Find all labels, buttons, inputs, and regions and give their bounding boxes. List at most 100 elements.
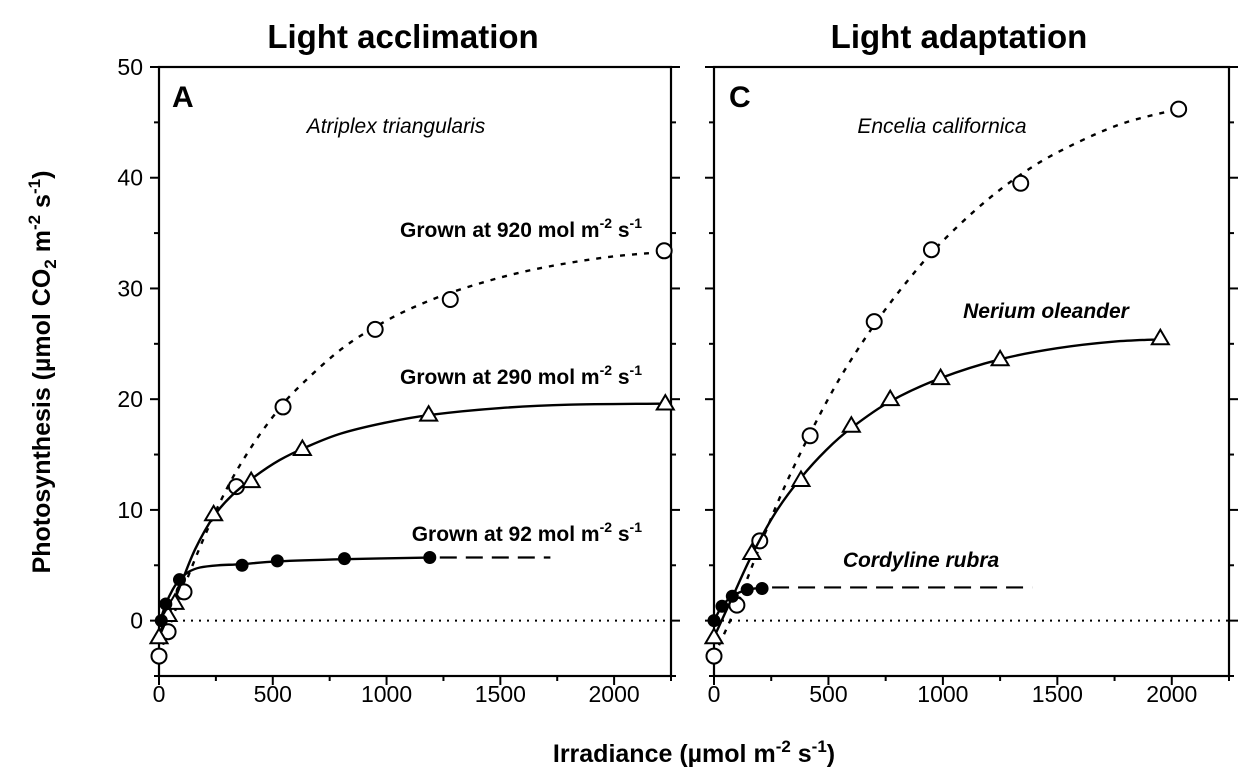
series-label-920-main: Grown at 920 mol m xyxy=(400,219,600,242)
y-axis-title-sup2: -1 xyxy=(25,179,44,194)
series-a-1-point-open-triangle xyxy=(655,393,676,411)
panel-c-frame xyxy=(712,65,1231,678)
x-tick-label: 500 xyxy=(809,681,847,707)
series-a-2-point-filled-circle xyxy=(154,614,168,628)
series-a-2-curve xyxy=(157,556,430,625)
y-tick-label: 50 xyxy=(117,54,143,80)
panel-c-plot-area xyxy=(703,100,1229,665)
x-tick-label: 1000 xyxy=(917,681,968,707)
series-c-1-point-open-triangle xyxy=(930,367,951,386)
x-tick-label: 2000 xyxy=(589,681,640,707)
y-tick-label: 0 xyxy=(130,608,143,634)
series-c-1-point-open-triangle xyxy=(790,469,812,487)
series-a-1-curve xyxy=(157,402,667,638)
series-label-920-mid: s xyxy=(612,219,630,242)
series-label-92: Grown at 92 mol m-2 s-1 xyxy=(412,519,643,546)
series-a-2-point-filled-circle xyxy=(423,551,437,565)
series-label-92-sup2: -1 xyxy=(630,519,643,535)
series-c-0-point-open-circle xyxy=(801,427,819,445)
series-a-0-point-open-circle xyxy=(366,320,384,338)
panel-c-axes: 0 500 1000 1500 2000 xyxy=(705,66,1238,707)
panel-a-title: Light acclimation xyxy=(267,18,538,55)
y-tick-label: 10 xyxy=(117,497,143,523)
series-c-1-point-open-triangle xyxy=(1150,327,1171,346)
series-a-2-point-filled-circle xyxy=(159,597,173,611)
series-a-1-point-open-triangle xyxy=(148,626,170,645)
series-label-92-mid: s xyxy=(612,523,630,546)
species-label-cordyline: Cordyline rubra xyxy=(843,549,1000,572)
series-a-1-point-open-triangle xyxy=(418,404,439,422)
panel-a-frame xyxy=(157,65,673,678)
panel-c-letter: C xyxy=(729,81,751,114)
series-label-290-sup1: -2 xyxy=(600,362,613,378)
series-c-1-point-open-triangle xyxy=(989,348,1011,367)
x-tick-label: 2000 xyxy=(1146,681,1197,707)
x-axis-title-sup2: -1 xyxy=(812,737,827,756)
y-axis-title-mid: m xyxy=(28,230,56,259)
x-axis-title-main: Irradiance (µmol m xyxy=(553,740,776,768)
y-tick-label: 20 xyxy=(117,386,143,412)
species-label-nerium: Nerium oleander xyxy=(963,300,1131,323)
series-c-1-point-open-triangle xyxy=(741,542,763,561)
series-a-0-curve xyxy=(157,250,665,657)
series-label-290: Grown at 290 mol m-2 s-1 xyxy=(400,362,642,389)
series-a-1-point-open-triangle xyxy=(292,438,313,456)
y-tick-label: 40 xyxy=(117,165,143,191)
series-c-2-point-filled-circle xyxy=(707,614,721,628)
x-tick-label: 1500 xyxy=(475,681,526,707)
series-label-290-sup2: -1 xyxy=(630,362,643,378)
series-a-2-point-filled-circle xyxy=(337,552,351,566)
series-a-0-point-open-circle xyxy=(655,242,673,260)
y-axis-title-sub: 2 xyxy=(41,259,60,268)
series-c-1-point-open-triangle xyxy=(841,415,862,433)
series-label-920-sup2: -1 xyxy=(630,215,643,231)
series-label-920-sup1: -2 xyxy=(600,215,613,231)
y-axis-title-main: Photosynthesis (µmol CO xyxy=(28,269,56,574)
series-a-0-point-open-circle xyxy=(441,291,459,309)
series-c-0-point-open-circle xyxy=(1170,100,1188,118)
series-c-0-point-open-circle xyxy=(922,241,940,259)
y-axis-title: Photosynthesis (µmol CO2 m-2 s-1) xyxy=(25,171,60,574)
series-c-2-point-filled-circle xyxy=(755,582,769,596)
series-c-2-point-filled-circle xyxy=(740,583,754,597)
panel-a-letter: A xyxy=(172,81,194,114)
series-c-2-point-filled-circle xyxy=(715,599,729,613)
x-axis-title: Irradiance (µmol m-2 s-1) xyxy=(553,737,835,768)
series-a-0-point-open-circle xyxy=(274,398,292,416)
series-c-0-point-open-circle xyxy=(705,647,723,665)
x-axis-title-end: ) xyxy=(827,740,835,768)
series-label-92-main: Grown at 92 mol m xyxy=(412,523,600,546)
panel-a-species-label: Atriplex triangularis xyxy=(305,115,486,138)
series-c-2-point-filled-circle xyxy=(725,589,739,603)
y-axis-title-mid2: s xyxy=(28,194,56,215)
x-axis-title-sup1: -2 xyxy=(776,737,791,756)
panel-c-title: Light adaptation xyxy=(831,18,1088,55)
series-c-1-point-open-triangle xyxy=(703,626,725,645)
series-a-1-point-open-triangle xyxy=(203,503,224,522)
x-axis-title-mid: s xyxy=(791,740,812,768)
series-label-290-main: Grown at 290 mol m xyxy=(400,366,600,389)
series-a-1-point-open-triangle xyxy=(240,470,262,489)
x-tick-label: 1000 xyxy=(361,681,412,707)
x-tick-label: 0 xyxy=(153,681,166,707)
x-tick-label: 1500 xyxy=(1032,681,1083,707)
series-c-0-point-open-circle xyxy=(865,313,883,331)
species-label-encelia: Encelia californica xyxy=(857,115,1026,138)
x-tick-label: 0 xyxy=(708,681,721,707)
y-axis-title-sup1: -2 xyxy=(25,215,44,230)
series-c-1-point-open-triangle xyxy=(879,388,901,407)
x-tick-label: 500 xyxy=(254,681,292,707)
panel-a-plot-area xyxy=(148,242,676,665)
y-tick-label: 30 xyxy=(117,275,143,301)
series-c-0-point-open-circle xyxy=(1012,174,1030,192)
series-label-290-mid: s xyxy=(612,366,630,389)
y-axis-title-end: ) xyxy=(28,171,56,179)
series-a-2-point-filled-circle xyxy=(270,554,284,568)
series-a-0-point-open-circle xyxy=(150,647,168,665)
series-a-2-point-filled-circle xyxy=(235,558,249,572)
series-a-2-point-filled-circle xyxy=(172,573,186,587)
series-label-920: Grown at 920 mol m-2 s-1 xyxy=(400,215,642,242)
series-label-92-sup1: -2 xyxy=(600,519,613,535)
